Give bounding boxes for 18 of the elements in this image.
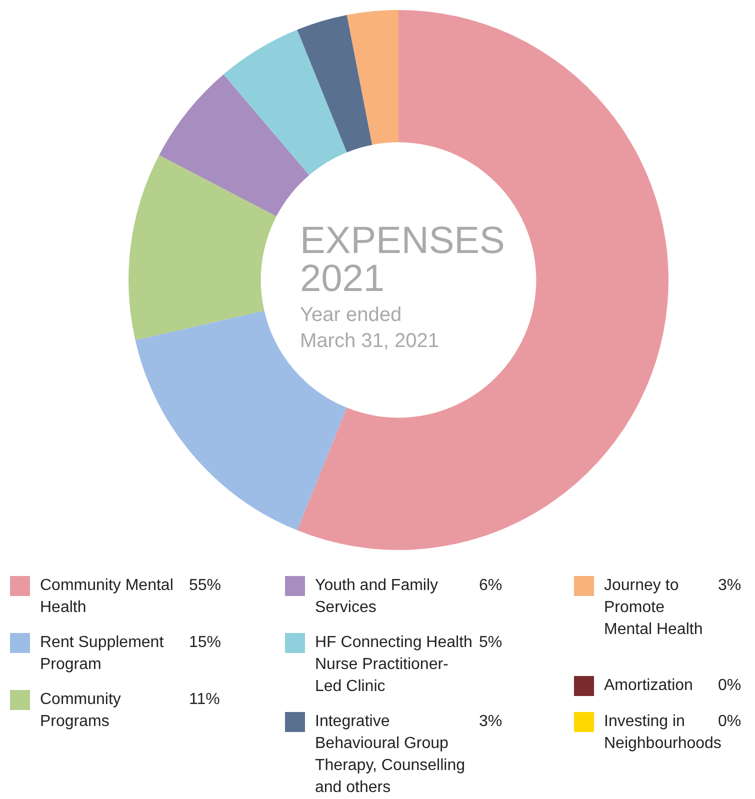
legend-label: Journey to Promote Mental Health bbox=[604, 576, 704, 640]
legend-label: Youth and Family Services bbox=[315, 576, 440, 618]
legend-label: Rent Supplement Program bbox=[40, 633, 165, 675]
data-label: 3% bbox=[718, 576, 742, 596]
data-label: 55% bbox=[189, 576, 222, 596]
data-label: 15% bbox=[189, 633, 222, 653]
data-label: 5% bbox=[479, 633, 502, 653]
text: Year ended March 31, 2021 bbox=[300, 303, 440, 354]
text: EXPENSES 2021 bbox=[300, 220, 505, 300]
data-label: 3% bbox=[479, 712, 502, 732]
data-label: 11% bbox=[189, 690, 220, 710]
legend-label: Community Mental Health bbox=[40, 576, 174, 618]
legend-label: Amortization bbox=[604, 676, 694, 696]
text: 0% bbox=[718, 677, 742, 694]
legend-label: HF Connecting Health Nurse Practitioner-Led Clinic bbox=[315, 633, 474, 697]
legend-label: Community Programs bbox=[40, 690, 122, 732]
data-label: 6% bbox=[479, 576, 502, 596]
legend-label: Integrative Behavioural Group Therapy, Counselling and others bbox=[315, 712, 466, 798]
